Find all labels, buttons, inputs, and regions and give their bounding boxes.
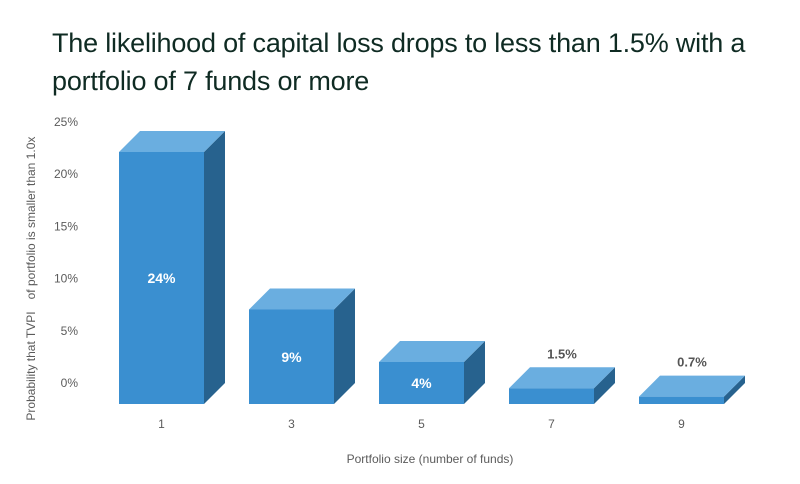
x-tick-label: 5 xyxy=(418,417,425,431)
bar-side xyxy=(594,367,615,404)
bar-1: 24% xyxy=(119,131,225,404)
y-axis-title-line2: of portfolio is smaller than 1.0x xyxy=(24,137,38,300)
bar-7: 1.5% xyxy=(509,346,615,404)
data-label: 9% xyxy=(281,349,302,365)
y-tick-label: 0% xyxy=(61,376,79,390)
bar-front xyxy=(249,309,334,404)
y-tick-label: 25% xyxy=(54,115,78,129)
bar-5: 4% xyxy=(379,341,485,404)
bar-front xyxy=(379,362,464,404)
bar-front xyxy=(639,396,724,404)
y-tick-label: 15% xyxy=(54,219,78,233)
bar-side xyxy=(204,131,225,404)
x-tick-label: 7 xyxy=(548,417,555,431)
chart-title: The likelihood of capital loss drops to … xyxy=(52,28,746,96)
x-tick-label: 9 xyxy=(678,417,685,431)
bars: 24% 9% 4% 1.5% 0.7% xyxy=(119,131,745,404)
data-label: 24% xyxy=(147,270,176,286)
x-tick-label: 3 xyxy=(288,417,295,431)
bar-9: 0.7% xyxy=(639,355,745,404)
data-label: 0.7% xyxy=(677,355,707,370)
bar-top xyxy=(379,341,485,362)
bar-top xyxy=(639,375,745,397)
y-axis-title-line1: Probability that TVPI xyxy=(24,311,38,420)
x-axis-title: Portfolio size (number of funds) xyxy=(347,452,514,466)
x-axis-ticks: 1 3 5 7 9 xyxy=(158,417,685,431)
y-tick-label: 5% xyxy=(61,324,79,338)
y-tick-label: 20% xyxy=(54,167,78,181)
bar-top xyxy=(509,367,615,389)
bar-top xyxy=(249,288,355,310)
bar-side xyxy=(724,375,745,404)
y-tick-label: 10% xyxy=(54,272,78,286)
y-axis-ticks: 0% 5% 10% 15% 20% 25% xyxy=(54,115,78,390)
data-label: 4% xyxy=(411,375,432,391)
bar-side xyxy=(334,288,355,404)
bar-front xyxy=(509,388,594,404)
bar-front xyxy=(119,152,204,404)
data-label: 1.5% xyxy=(547,346,577,361)
bar-top xyxy=(119,131,225,152)
bar-3: 9% xyxy=(249,288,355,404)
x-tick-label: 1 xyxy=(158,417,165,431)
